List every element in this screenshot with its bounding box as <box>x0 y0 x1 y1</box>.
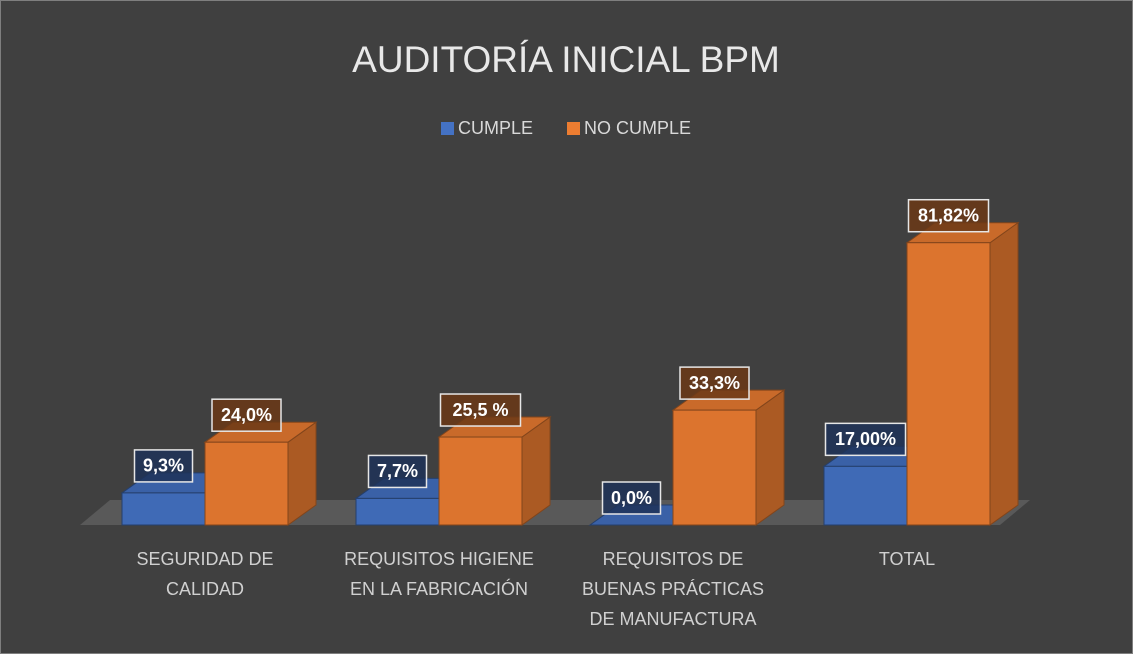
bar-front <box>672 409 757 526</box>
bar <box>671 389 786 526</box>
data-label-box <box>824 422 907 457</box>
bar <box>905 221 1020 526</box>
data-label-box <box>679 366 750 400</box>
legend-label: CUMPLE <box>458 118 533 138</box>
x-tick-label: SEGURIDAD DE <box>136 549 273 569</box>
bar-front <box>204 441 289 526</box>
x-tick-label: REQUISITOS DE <box>603 549 744 569</box>
data-label-box <box>133 449 194 483</box>
legend-label: NO CUMPLE <box>584 118 691 138</box>
data-label: 24,0% <box>221 405 272 425</box>
data-label: 25,5 % <box>452 400 508 420</box>
bar-front <box>438 436 523 526</box>
data-label: 9,3% <box>143 456 184 476</box>
x-tick-label: TOTAL <box>879 549 935 569</box>
x-tick-label: DE MANUFACTURA <box>589 609 756 629</box>
data-label-box <box>439 393 522 427</box>
x-tick-label: CALIDAD <box>166 579 244 599</box>
bar <box>437 416 552 526</box>
data-label: 0,0% <box>611 488 652 508</box>
data-label-box <box>367 454 428 489</box>
bar-front <box>121 492 206 526</box>
floor <box>80 500 1030 525</box>
bar <box>203 421 318 526</box>
x-tick-label: REQUISITOS HIGIENE <box>344 549 534 569</box>
bar-front <box>823 465 908 526</box>
legend-swatch <box>441 122 454 135</box>
data-label-box <box>211 398 282 432</box>
bar-front <box>906 242 991 526</box>
data-label: 33,3% <box>689 373 740 393</box>
x-tick-label: EN LA FABRICACIÓN <box>350 578 528 599</box>
data-label: 81,82% <box>918 205 979 225</box>
data-label-box <box>907 198 990 233</box>
data-label-box <box>601 481 662 515</box>
bar-front <box>355 497 440 526</box>
data-label: 17,00% <box>835 429 896 449</box>
data-label: 7,7% <box>377 461 418 481</box>
bar-side <box>989 221 1019 526</box>
bar-side <box>755 389 785 526</box>
chart-title: AUDITORÍA INICIAL BPM <box>352 39 780 80</box>
x-tick-label: BUENAS PRÁCTICAS <box>582 579 764 599</box>
legend-swatch <box>567 122 580 135</box>
